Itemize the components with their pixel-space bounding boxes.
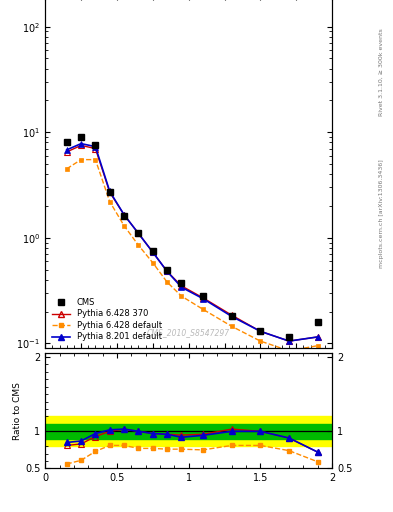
Text: CMS_2010_S8547297: CMS_2010_S8547297 bbox=[147, 329, 230, 337]
Bar bbox=[45, 424, 332, 439]
Legend: CMS, Pythia 6.428 370, Pythia 6.428 default, Pythia 8.201 default: CMS, Pythia 6.428 370, Pythia 6.428 defa… bbox=[50, 295, 165, 344]
Y-axis label: Ratio to CMS: Ratio to CMS bbox=[13, 382, 22, 440]
Bar bbox=[45, 416, 332, 446]
Text: Rivet 3.1.10, ≥ 300k events: Rivet 3.1.10, ≥ 300k events bbox=[379, 29, 384, 116]
Text: mcplots.cern.ch [arXiv:1306.3436]: mcplots.cern.ch [arXiv:1306.3436] bbox=[379, 160, 384, 268]
